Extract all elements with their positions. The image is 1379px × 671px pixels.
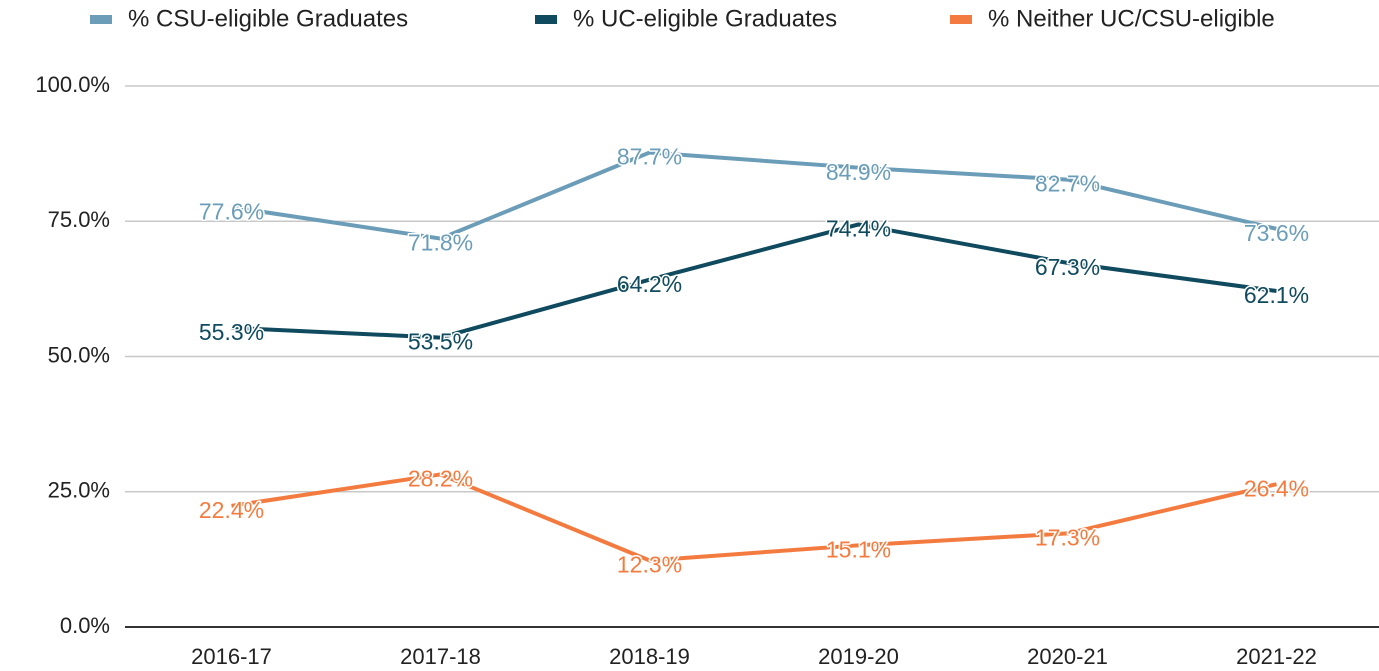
y-tick-label: 0.0% xyxy=(60,613,110,638)
data-label: 67.3% xyxy=(1035,254,1100,280)
x-tick-label: 2018-19 xyxy=(609,644,690,669)
data-label: 82.7% xyxy=(1035,171,1100,197)
data-label: 64.2% xyxy=(617,271,682,297)
series-line xyxy=(231,150,1277,241)
data-label: 71.8% xyxy=(408,230,473,256)
series-line xyxy=(231,472,1277,563)
data-label: 26.4% xyxy=(1244,475,1309,501)
data-label: 28.2% xyxy=(408,466,473,492)
x-tick-label: 2019-20 xyxy=(818,644,899,669)
x-tick-label: 2017-18 xyxy=(400,644,481,669)
data-label: 15.1% xyxy=(826,536,891,562)
data-label: 87.7% xyxy=(617,144,682,170)
data-label: 17.3% xyxy=(1035,524,1100,550)
y-tick-label: 100.0% xyxy=(35,72,110,97)
series-line xyxy=(231,222,1277,340)
legend-swatch xyxy=(950,15,972,24)
data-label: 55.3% xyxy=(199,319,264,345)
y-tick-label: 25.0% xyxy=(48,478,110,503)
x-tick-label: 2021-22 xyxy=(1236,644,1317,669)
y-tick-label: 75.0% xyxy=(48,207,110,232)
legend-label: % UC-eligible Graduates xyxy=(573,5,837,32)
x-tick-label: 2020-21 xyxy=(1027,644,1108,669)
x-tick-label: 2016-17 xyxy=(191,644,272,669)
data-label: 22.4% xyxy=(199,497,264,523)
data-label: 77.6% xyxy=(199,198,264,224)
data-label: 53.5% xyxy=(408,329,473,355)
legend-label: % CSU-eligible Graduates xyxy=(128,5,408,32)
legend-swatch xyxy=(90,15,112,24)
data-label: 62.1% xyxy=(1244,282,1309,308)
data-label: 84.9% xyxy=(826,159,891,185)
data-label: 12.3% xyxy=(617,552,682,578)
y-tick-label: 50.0% xyxy=(48,342,110,367)
legend-label: % Neither UC/CSU-eligible xyxy=(988,5,1275,32)
legend-swatch xyxy=(535,15,557,24)
data-label: 74.4% xyxy=(826,216,891,242)
data-label: 73.6% xyxy=(1244,220,1309,246)
